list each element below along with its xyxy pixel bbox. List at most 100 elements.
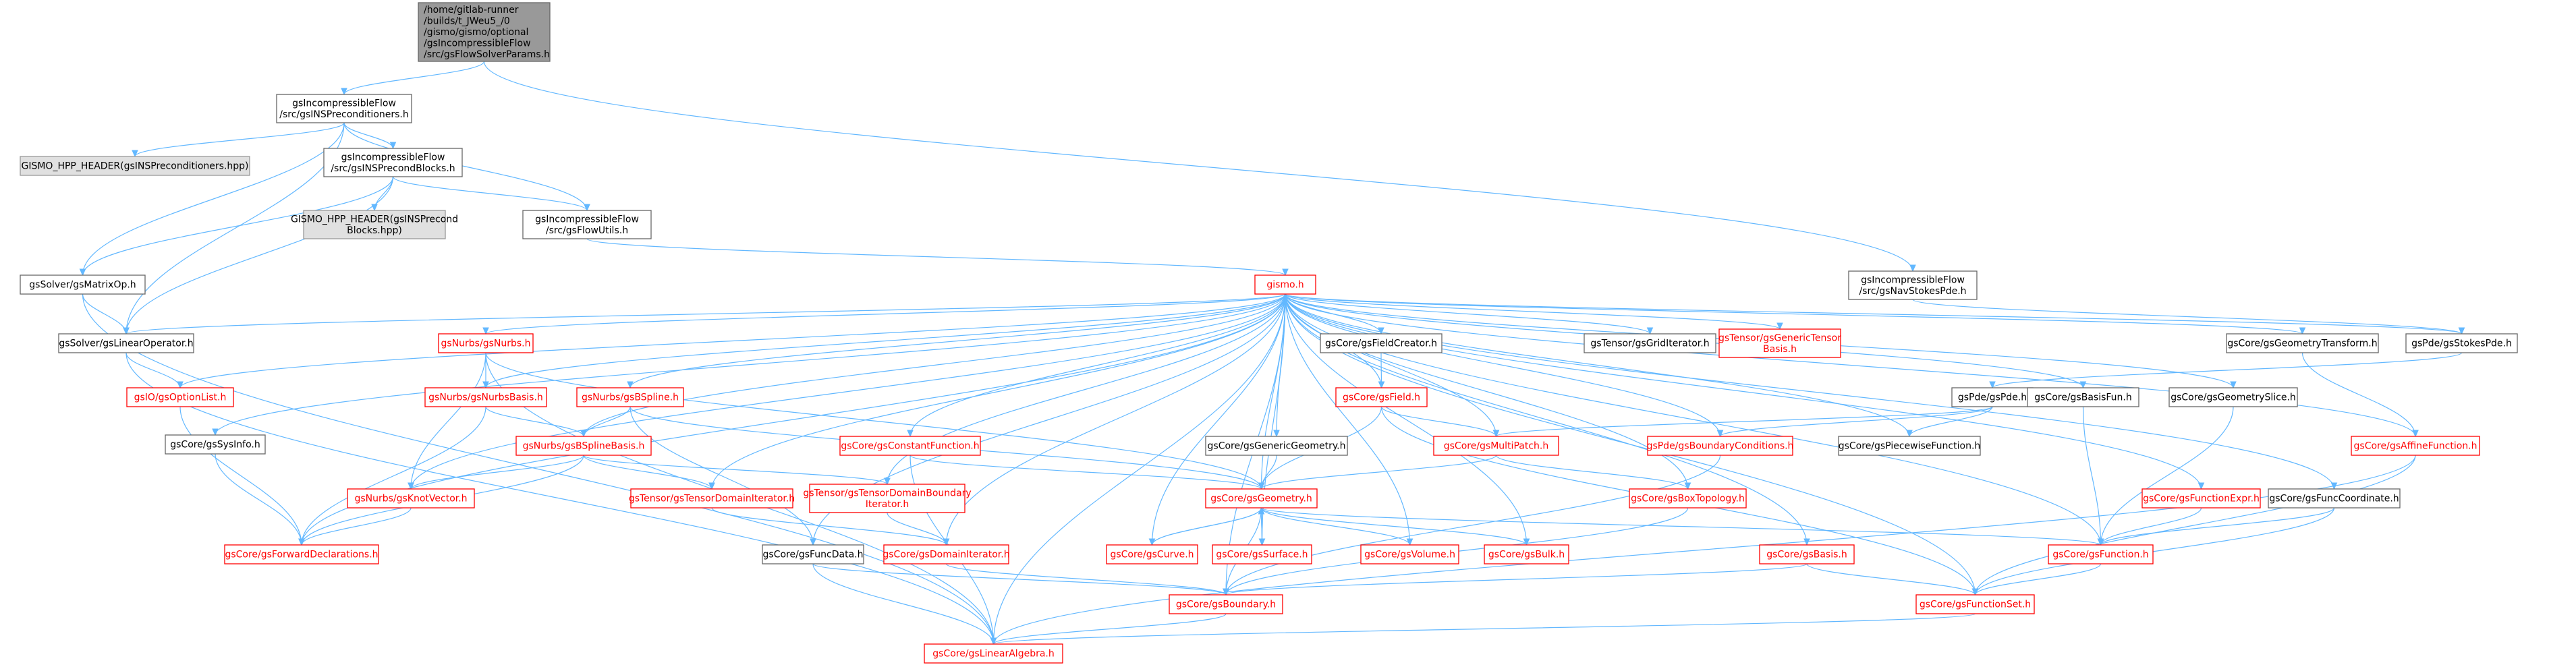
node-multipatch[interactable]: gsCore/gsMultiPatch.h	[1433, 436, 1559, 456]
node-box	[924, 643, 1063, 664]
node-bulk[interactable]: gsCore/gsBulk.h	[1484, 544, 1569, 564]
node-stokespde[interactable]: gsPde/gsStokesPde.h	[2405, 333, 2518, 353]
edge-multipatch-to-geometry	[1258, 455, 1497, 490]
edge-line	[301, 406, 486, 546]
node-basis[interactable]: gsCore/gsBasis.h	[1759, 544, 1855, 564]
node-gismo[interactable]: gismo.h	[1254, 274, 1316, 295]
edge-line	[992, 613, 1227, 645]
node-boundary[interactable]: gsCore/gsBoundary.h	[1169, 594, 1283, 614]
node-linalg[interactable]: gsCore/gsLinearAlgebra.h	[924, 643, 1063, 664]
node-fwddecl[interactable]: gsCore/gsForwardDeclarations.h	[224, 544, 379, 564]
node-optionlist[interactable]: gsIO/gsOptionList.h	[126, 387, 234, 407]
edge-arrowhead	[132, 150, 138, 158]
node-nsprecblk[interactable]: gsIncompressibleFlow/src/gsINSPrecondBlo…	[323, 148, 463, 177]
node-geometry[interactable]: gsCore/gsGeometry.h	[1205, 488, 1318, 509]
node-function[interactable]: gsCore/gsFunction.h	[2048, 544, 2154, 564]
edge-line	[179, 293, 1286, 388]
edge-gismo-to-sysinfo	[212, 293, 1286, 436]
node-box	[2048, 544, 2154, 564]
edge-arrowhead	[1716, 430, 1724, 438]
edge-arrowhead	[627, 381, 634, 389]
node-tensordomiter[interactable]: gsTensor/gsTensorDomainIterator.h	[629, 488, 795, 509]
edge-tensordombound-to-domiter	[887, 512, 950, 546]
node-label-line: gsTensor/gsGridIterator.h	[1590, 339, 1709, 349]
node-flowutils[interactable]: gsIncompressibleFlow/src/gsFlowUtils.h	[522, 210, 652, 239]
node-navstokes[interactable]: gsIncompressibleFlow/src/gsNavStokesPde.…	[1848, 270, 1978, 300]
edge-gismo-to-nurbs	[482, 293, 1286, 335]
node-constfunc[interactable]: gsCore/gsConstantFunction.h	[839, 436, 981, 456]
edge-arrowhead	[389, 142, 397, 150]
edge-line	[1285, 293, 2335, 490]
node-nurbsbasis[interactable]: gsNurbs/gsNurbsBasis.h	[424, 387, 547, 407]
edge-arrowhead	[1258, 506, 1265, 515]
edge-layer	[79, 61, 2465, 645]
edge-arrowhead	[943, 538, 950, 546]
edge-line	[1260, 507, 1411, 546]
node-label-line: gsCore/gsField.h	[1343, 393, 1420, 403]
node-funccoord[interactable]: gsCore/gsFuncCoordinate.h	[2268, 488, 2401, 509]
node-geoslice[interactable]: gsCore/gsGeometrySlice.h	[2168, 387, 2298, 407]
edge-arrowhead	[1406, 538, 1413, 546]
edge-line	[1285, 293, 2416, 437]
node-boxtopo[interactable]: gsCore/gsBoxTopology.h	[1629, 488, 1747, 509]
node-affine[interactable]: gsCore/gsAffineFunction.h	[2351, 436, 2480, 456]
edge-basis-to-boundary	[1223, 563, 1808, 596]
node-box	[2027, 387, 2139, 407]
edge-bspline-to-bsplinebasis	[580, 406, 631, 438]
node-bc[interactable]: gsPde/gsBoundaryConditions.h	[1647, 436, 1794, 456]
node-box	[1647, 436, 1793, 456]
node-tensordombound[interactable]: gsTensor/gsTensorDomainBoundaryIterator.…	[803, 484, 972, 513]
edge-line	[1151, 293, 1286, 546]
edge-line	[586, 238, 1286, 276]
node-curve[interactable]: gsCore/gsCurve.h	[1106, 544, 1198, 564]
edge-surface-to-geometry	[1258, 506, 1265, 546]
node-funcdata[interactable]: gsCore/gsFuncData.h	[762, 544, 864, 564]
edge-domiter-to-boundary	[945, 563, 1229, 596]
edge-arrowhead	[584, 204, 590, 212]
node-funcexpr[interactable]: gsCore/gsFunctionExpr.h	[2141, 488, 2261, 509]
edge-line	[909, 455, 1262, 490]
edge-multipatch-to-boxtopo	[1495, 455, 1691, 490]
node-label-line: gsNurbs/gsBSpline.h	[582, 393, 679, 403]
edge-bsplinebasis-to-knotvector	[408, 455, 584, 490]
node-fieldcreator[interactable]: gsCore/gsFieldCreator.h	[1320, 333, 1443, 353]
node-root: /home/gitlab-runner/builds/t_JWeu5_/0/gi…	[418, 2, 551, 62]
node-genericgeo[interactable]: gsCore/gsGenericGeometry.h	[1205, 436, 1348, 456]
edge-bspline-to-funcdata	[629, 406, 816, 546]
node-label-line: Basis.h	[1763, 344, 1797, 355]
node-box	[630, 488, 793, 509]
node-label-line: gsCore/gsBasisFun.h	[2034, 393, 2132, 403]
node-volume[interactable]: gsCore/gsVolume.h	[1360, 544, 1459, 564]
node-box	[1360, 544, 1459, 564]
node-label-line: gsCore/gsGenericGeometry.h	[1208, 441, 1346, 452]
node-box	[1584, 333, 1716, 353]
node-linop[interactable]: gsSolver/gsLinearOperator.h	[58, 333, 194, 353]
node-griditer[interactable]: gsTensor/gsGridIterator.h	[1584, 333, 1716, 353]
node-pde[interactable]: gsPde/gsPde.h	[1951, 387, 2034, 407]
node-nurbs[interactable]: gsNurbs/gsNurbs.h	[438, 333, 534, 353]
node-box	[165, 434, 266, 455]
node-domiter[interactable]: gsCore/gsDomainIterator.h	[883, 544, 1010, 564]
node-knotvector[interactable]: gsNurbs/gsKnotVector.h	[347, 488, 475, 509]
node-box	[126, 387, 234, 407]
node-funcset[interactable]: gsCore/gsFunctionSet.h	[1915, 594, 2035, 614]
node-box	[2141, 488, 2261, 509]
node-label-line: gsCore/gsGeometrySlice.h	[2171, 393, 2296, 403]
node-geotransform[interactable]: gsCore/gsGeometryTransform.h	[2226, 333, 2379, 353]
edge-nsprecblk-to-hdr2	[371, 176, 394, 212]
edge-arrowhead	[298, 538, 305, 546]
node-matrixop[interactable]: gsSolver/gsMatrixOp.h	[20, 274, 146, 295]
node-bsplinebasis[interactable]: gsNurbs/gsBSplineBasis.h	[515, 436, 652, 456]
node-label-line: gsNurbs/gsNurbsBasis.h	[428, 393, 543, 403]
edge-line	[909, 293, 1286, 437]
node-sysinfo[interactable]: gsCore/gsSysInfo.h	[165, 434, 266, 455]
node-piecewise[interactable]: gsCore/gsPiecewiseFunction.h	[1838, 436, 1981, 456]
node-nsprec[interactable]: gsIncompressibleFlow/src/gsINSPreconditi…	[276, 94, 412, 123]
node-basisfun[interactable]: gsCore/gsBasisFun.h	[2027, 387, 2139, 407]
node-field[interactable]: gsCore/gsField.h	[1335, 387, 1428, 407]
node-label-line: gsCore/gsVolume.h	[1364, 550, 1455, 560]
node-surface[interactable]: gsCore/gsSurface.h	[1212, 544, 1312, 564]
node-bspline[interactable]: gsNurbs/gsBSpline.h	[576, 387, 684, 407]
edge-arrowhead	[990, 637, 997, 645]
